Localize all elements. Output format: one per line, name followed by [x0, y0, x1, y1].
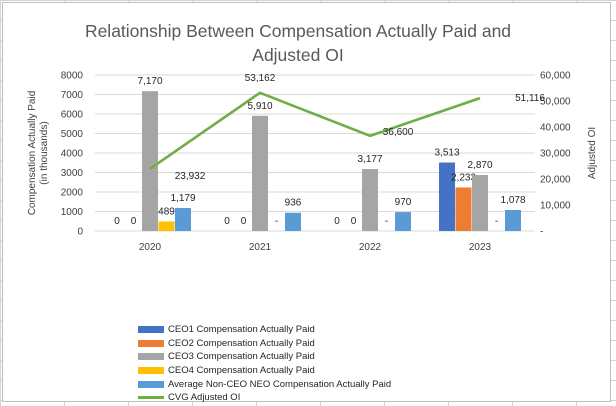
bar-2-2020 [142, 91, 158, 231]
y-left-tick-label: 7000 [61, 90, 84, 101]
y-right-tick-label: 60,000 [540, 71, 571, 82]
chart-plot: 0 1000 2000 3000 4000 5000 6000 7000 8000 - 10,000… [27, 71, 598, 254]
y-right-tick-label: 50,000 [540, 97, 571, 108]
legend-swatch-ceo4 [138, 367, 164, 375]
bar-2-2021 [252, 115, 268, 231]
legend-swatch-adjusted-oi [138, 396, 164, 400]
y-right-tick-label: - [540, 227, 543, 238]
y-right-axis-label: Adjusted OI [587, 127, 598, 179]
y-left-tick-label: 4000 [61, 149, 84, 160]
legend-item-ceo4: CEO4 Compensation Actually Paid [138, 364, 391, 378]
legend-swatch-ceo2 [138, 339, 164, 347]
bar-data-label: 5,910 [247, 101, 272, 112]
bar-data-label: 0 [241, 216, 247, 227]
bar-4-2022 [395, 212, 411, 231]
legend-label-adjusted-oi: CVG Adjusted OI [168, 392, 241, 404]
y-right-tick-label: 40,000 [540, 123, 571, 134]
bar-data-label: 2,233 [451, 172, 476, 183]
line-data-label: 53,162 [245, 73, 276, 84]
chart-title-line1: Relationship Between Compensation Actual… [84, 21, 512, 41]
legend-swatch-ceo3 [138, 353, 164, 361]
legend-swatch-neo [138, 380, 164, 388]
bar-data-label: - [275, 216, 278, 227]
bar-4-2023 [505, 209, 521, 231]
y-left-axis-label-line2: (in thousands) [39, 121, 50, 184]
bar-data-label: 0 [334, 216, 340, 227]
bar-data-label: 0 [114, 216, 120, 227]
bar-2-2023 [472, 175, 488, 231]
bar-data-label: 0 [351, 216, 357, 227]
y-right-tick-label: 20,000 [540, 175, 571, 186]
y-left-axis-label-line1: Compensation Actually Paid [27, 91, 38, 216]
bar-data-label: 7,170 [137, 76, 162, 87]
legend-item-neo: Average Non-CEO NEO Compensation Actuall… [138, 377, 391, 391]
y-left-tick-label: 6000 [61, 110, 84, 121]
bar-data-label: 3,513 [434, 147, 459, 158]
y-left-tick-label: 5000 [61, 129, 84, 140]
legend-swatch-ceo1 [138, 326, 164, 334]
bar-3-2020 [158, 221, 175, 231]
chart-title-line2: Adjusted OI [252, 45, 344, 65]
legend-item-ceo2: CEO2 Compensation Actually Paid [138, 337, 391, 351]
bar-0-2023 [439, 162, 455, 231]
legend-label-ceo1: CEO1 Compensation Actually Paid [168, 324, 315, 336]
line-data-label: 23,932 [175, 171, 206, 182]
y-left-tick-label: 8000 [61, 71, 84, 82]
y-right-tick-label: 30,000 [540, 149, 571, 160]
legend-label-ceo3: CEO3 Compensation Actually Paid [168, 351, 315, 363]
x-tick-label-2021: 2021 [249, 242, 272, 253]
legend-label-ceo4: CEO4 Compensation Actually Paid [168, 365, 315, 377]
line-data-label: 51,116 [515, 93, 545, 104]
bar-data-label: 1,078 [500, 195, 525, 206]
bar-data-label: 2,870 [467, 160, 492, 171]
y-right-tick-label: 10,000 [540, 201, 571, 212]
bar-4-2021 [285, 212, 301, 231]
bar-data-label: - [385, 216, 388, 227]
x-tick-label-2022: 2022 [359, 242, 382, 253]
chart-legend: CEO1 Compensation Actually Paid CEO2 Com… [138, 323, 391, 405]
bar-data-label: 0 [224, 216, 230, 227]
x-tick-label-2020: 2020 [139, 242, 162, 253]
legend-label-ceo2: CEO2 Compensation Actually Paid [168, 337, 315, 349]
y-left-tick-label: 1000 [61, 207, 84, 218]
bar-data-label: 970 [395, 197, 412, 208]
y-left-axis-label: Compensation Actually Paid(in thousands) [27, 91, 50, 216]
x-tick-label-2023: 2023 [469, 242, 492, 253]
y-left-tick-label: 2000 [61, 188, 84, 199]
line-adjusted-oi [149, 91, 481, 170]
legend-item-ceo1: CEO1 Compensation Actually Paid [138, 323, 391, 337]
bar-4-2020 [175, 208, 191, 231]
line-data-label: 36,600 [383, 127, 414, 138]
legend-item-adjusted-oi: CVG Adjusted OI [138, 391, 391, 405]
bar-2-2022 [362, 169, 378, 231]
y-left-tick-label: 0 [77, 227, 83, 238]
y-left-tick-label: 3000 [61, 168, 84, 179]
bar-data-label: 936 [285, 198, 302, 209]
chart-title: Relationship Between Compensation Actual… [63, 19, 533, 67]
bar-data-label: 0 [131, 216, 137, 227]
bar-data-label: 3,177 [357, 154, 382, 165]
bar-1-2023 [455, 187, 472, 231]
legend-label-neo: Average Non-CEO NEO Compensation Actuall… [168, 378, 392, 390]
legend-item-ceo3: CEO3 Compensation Actually Paid [138, 350, 391, 364]
bar-data-label: 1,179 [170, 193, 195, 204]
bar-data-label: - [495, 216, 498, 227]
bar-data-label: 489 [158, 206, 175, 217]
